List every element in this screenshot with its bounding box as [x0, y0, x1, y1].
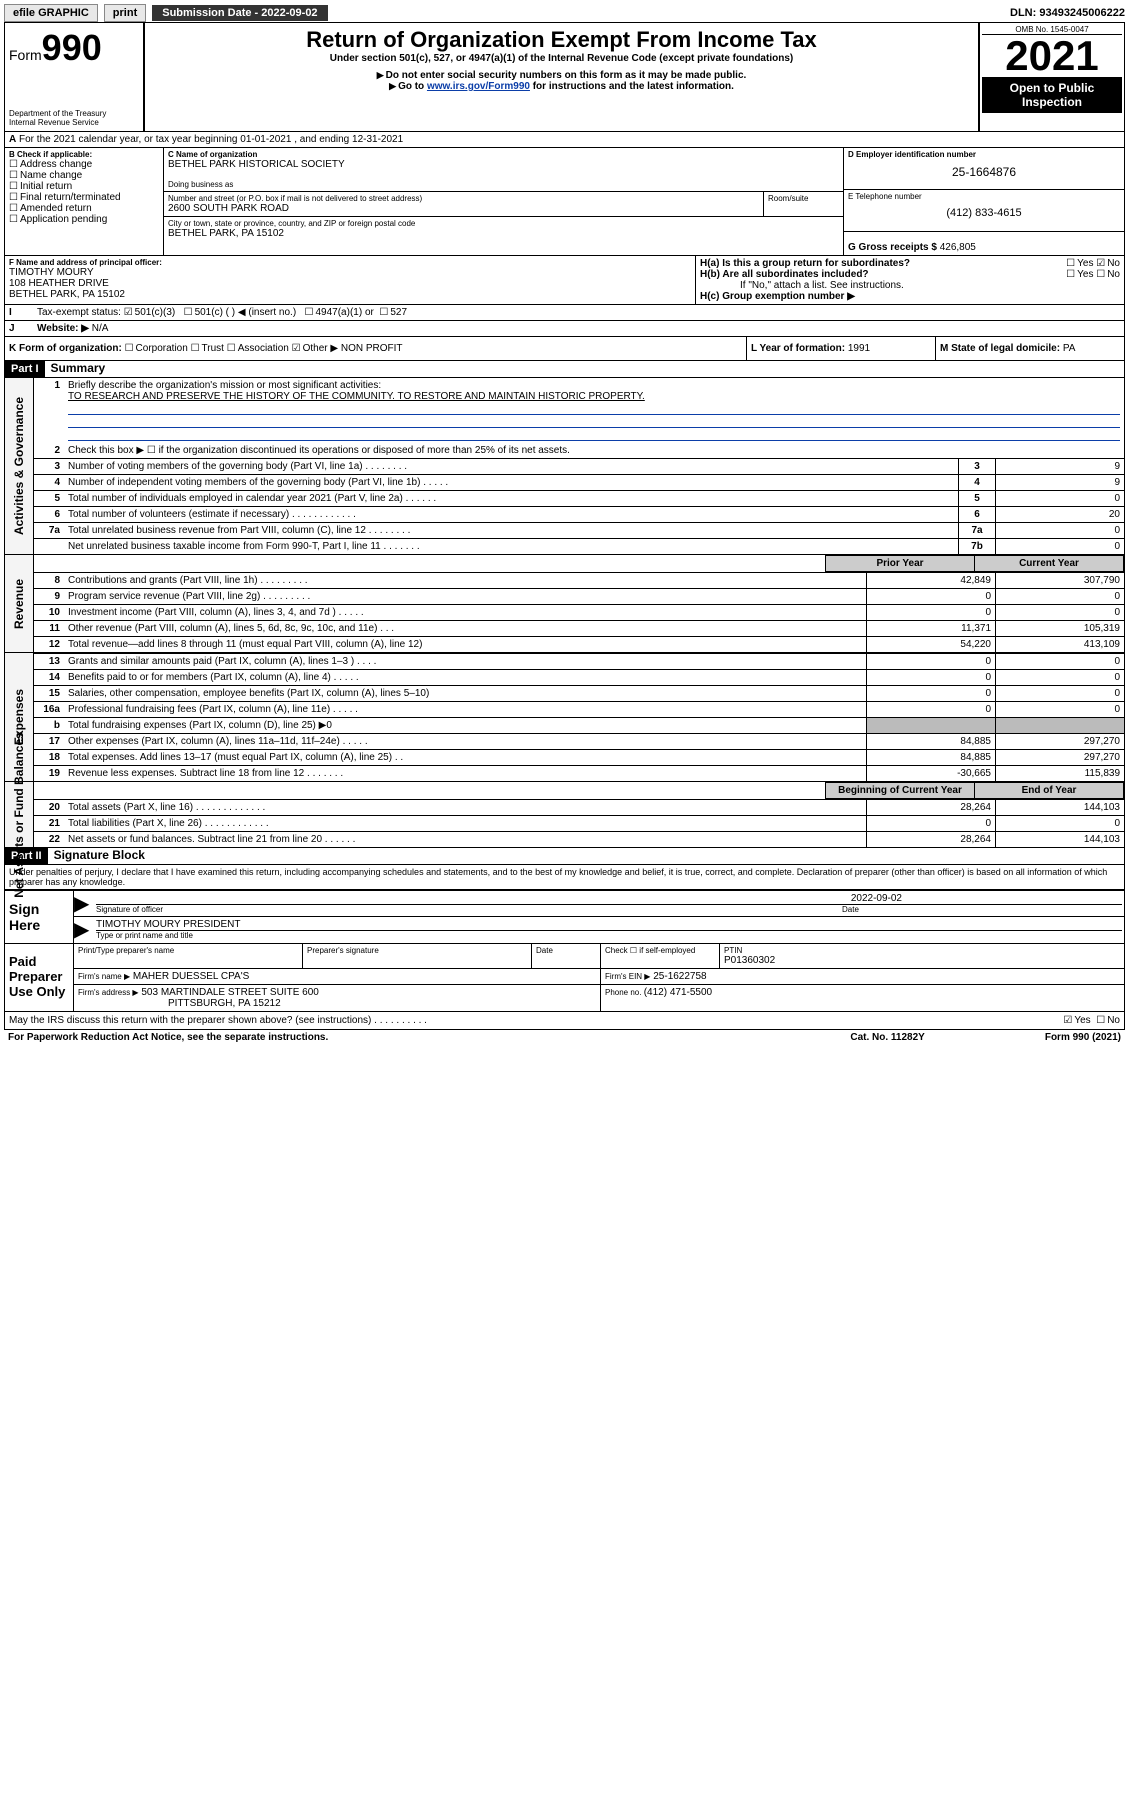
ein: 25-1664876	[848, 159, 1120, 179]
hb-no[interactable]: No	[1096, 269, 1120, 280]
table-row: Net unrelated business taxable income fr…	[34, 539, 1124, 555]
table-row: 17Other expenses (Part IX, column (A), l…	[34, 734, 1124, 750]
table-row: 11Other revenue (Part VIII, column (A), …	[34, 621, 1124, 637]
table-row: 15Salaries, other compensation, employee…	[34, 686, 1124, 702]
ha-no[interactable]: No	[1096, 258, 1120, 269]
gross-receipts: 426,805	[940, 242, 976, 253]
chk-address[interactable]: Address change	[9, 159, 159, 170]
ptin: P01360302	[724, 955, 1120, 966]
firm-ein: 25-1622758	[653, 971, 706, 982]
chk-pending[interactable]: Application pending	[9, 214, 159, 225]
table-row: bTotal fundraising expenses (Part IX, co…	[34, 718, 1124, 734]
table-row: 14Benefits paid to or for members (Part …	[34, 670, 1124, 686]
side-netassets: Net Assets or Fund Balances	[5, 782, 34, 847]
penalty-text: Under penalties of perjury, I declare th…	[5, 865, 1124, 889]
org-city: BETHEL PARK, PA 15102	[168, 228, 839, 239]
form-title-block: Return of Organization Exempt From Incom…	[145, 23, 980, 131]
i-501c[interactable]: 501(c) ( ) ◀ (insert no.)	[184, 307, 297, 318]
chk-name[interactable]: Name change	[9, 170, 159, 181]
form-title: Return of Organization Exempt From Incom…	[153, 27, 970, 53]
table-row: 13Grants and similar amounts paid (Part …	[34, 654, 1124, 670]
chk-initial[interactable]: Initial return	[9, 181, 159, 192]
may-no[interactable]: No	[1096, 1015, 1120, 1026]
ha-yes[interactable]: Yes	[1066, 258, 1093, 269]
submission-date: Submission Date - 2022-09-02	[152, 5, 327, 21]
firm-name: MAHER DUESSEL CPA'S	[133, 971, 249, 982]
org-name: BETHEL PARK HISTORICAL SOCIETY	[168, 159, 839, 170]
form-page: Form990 Department of the Treasury Inter…	[4, 22, 1125, 1030]
table-row: 12Total revenue—add lines 8 through 11 (…	[34, 637, 1124, 653]
table-row: 9Program service revenue (Part VIII, lin…	[34, 589, 1124, 605]
chk-amended[interactable]: Amended return	[9, 203, 159, 214]
table-row: 7aTotal unrelated business revenue from …	[34, 523, 1124, 539]
line-a: For the 2021 calendar year, or tax year …	[19, 134, 403, 145]
table-row: 6Total number of volunteers (estimate if…	[34, 507, 1124, 523]
paid-preparer: Paid Preparer Use Only	[5, 944, 73, 1011]
irs-link[interactable]: www.irs.gov/Form990	[427, 81, 530, 92]
side-activities: Activities & Governance	[5, 378, 34, 554]
firm-addr: 503 MARTINDALE STREET SUITE 600	[141, 987, 318, 998]
table-row: 22Net assets or fund balances. Subtract …	[34, 832, 1124, 848]
table-row: 3Number of voting members of the governi…	[34, 459, 1124, 475]
k-assoc[interactable]: Association	[227, 343, 289, 354]
table-row: 8Contributions and grants (Part VIII, li…	[34, 573, 1124, 589]
table-row: 19Revenue less expenses. Subtract line 1…	[34, 766, 1124, 782]
mission: TO RESEARCH AND PRESERVE THE HISTORY OF …	[68, 391, 645, 402]
k-corp[interactable]: Corporation	[125, 343, 188, 354]
foot-left: For Paperwork Reduction Act Notice, see …	[8, 1032, 328, 1043]
i-501c3[interactable]: 501(c)(3)	[124, 307, 176, 318]
year-formation: 1991	[848, 343, 870, 354]
table-row: 21Total liabilities (Part X, line 26) . …	[34, 816, 1124, 832]
table-row: 16aProfessional fundraising fees (Part I…	[34, 702, 1124, 718]
chk-final[interactable]: Final return/terminated	[9, 192, 159, 203]
may-yes[interactable]: Yes	[1063, 1015, 1090, 1026]
sign-here: Sign Here	[5, 891, 73, 943]
k-other[interactable]: Other ▶	[292, 343, 338, 354]
col-b: B Check if applicable: Address change Na…	[5, 148, 164, 255]
k-trust[interactable]: Trust	[191, 343, 224, 354]
efile-btn[interactable]: efile GRAPHIC	[4, 4, 98, 22]
i-527[interactable]: 527	[379, 307, 407, 318]
table-row: 10Investment income (Part VIII, column (…	[34, 605, 1124, 621]
dln: DLN: 93493245006222	[1010, 7, 1125, 19]
i-4947[interactable]: 4947(a)(1) or	[305, 307, 374, 318]
phone: (412) 833-4615	[848, 201, 1120, 219]
side-revenue: Revenue	[5, 555, 34, 652]
part1-hdr: Part I	[5, 361, 45, 377]
table-row: 20Total assets (Part X, line 16) . . . .…	[34, 800, 1124, 816]
officer-name: TIMOTHY MOURY PRESIDENT	[96, 919, 1122, 930]
foot-right: Form 990 (2021)	[1045, 1032, 1121, 1043]
table-row: 4Number of independent voting members of…	[34, 475, 1124, 491]
table-row: 18Total expenses. Add lines 13–17 (must …	[34, 750, 1124, 766]
firm-phone: (412) 471-5500	[644, 987, 712, 998]
domicile: PA	[1063, 343, 1076, 354]
print-btn[interactable]: print	[104, 4, 146, 22]
topbar: efile GRAPHIC print Submission Date - 20…	[4, 4, 1125, 22]
year-block: OMB No. 1545-0047 2021 Open to Public In…	[980, 23, 1124, 131]
foot-mid: Cat. No. 11282Y	[850, 1032, 924, 1043]
org-street: 2600 SOUTH PARK ROAD	[168, 203, 759, 214]
hb-yes[interactable]: Yes	[1066, 269, 1093, 280]
table-row: 5Total number of individuals employed in…	[34, 491, 1124, 507]
dept: Department of the Treasury Internal Reve…	[9, 109, 139, 127]
website: N/A	[92, 323, 109, 334]
form-id: Form990 Department of the Treasury Inter…	[5, 23, 145, 131]
